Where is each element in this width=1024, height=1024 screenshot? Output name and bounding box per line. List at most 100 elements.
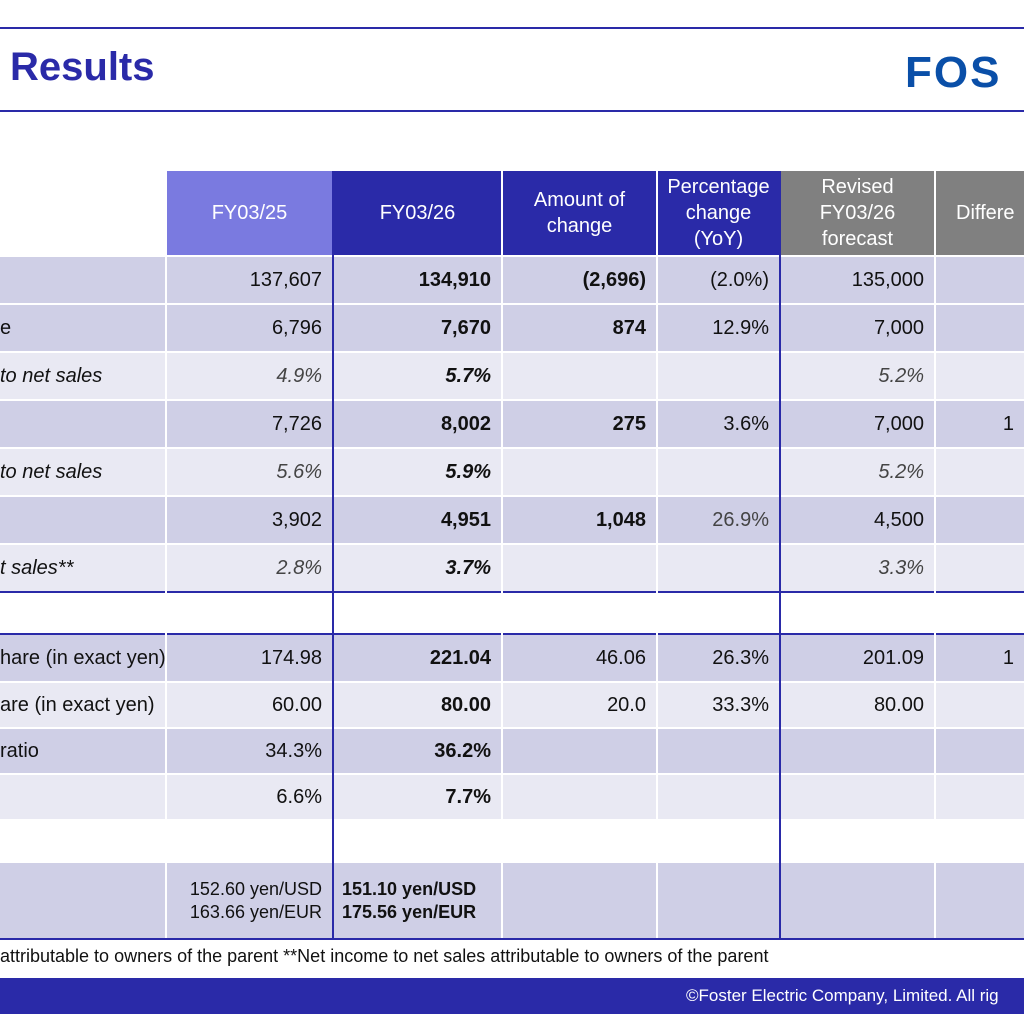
cell-fy25: 174.98 (260, 646, 322, 669)
cell-change: 46.06 (595, 646, 646, 669)
cell-change: (2,696) (582, 268, 646, 291)
cell-forecast: 80.00 (873, 693, 924, 716)
row-label: e (0, 316, 12, 339)
cell-fy25: 137,607 (249, 268, 322, 291)
cell-fy25: 6.6% (276, 785, 322, 808)
cell-forecast: 201.09 (862, 646, 924, 669)
cell-fy26: 7,670 (440, 316, 491, 339)
cell-forecast: 7,000 (873, 316, 924, 339)
footer-bar (0, 978, 1024, 1014)
copyright-text: ©Foster Electric Company, Limited. All r… (686, 986, 999, 1005)
cell-pct: 12.9% (712, 316, 769, 339)
cell-change: 275 (612, 412, 646, 435)
cell-forecast: 4,500 (873, 508, 924, 531)
rate-fy26-eur: 175.56 yen/EUR (342, 901, 477, 922)
cell-change (503, 449, 656, 495)
cell-diff (936, 729, 1024, 773)
row-label (0, 257, 165, 303)
cell-fy26: 36.2% (434, 739, 491, 762)
column-separator (934, 257, 936, 938)
cell-fy26: 8,002 (440, 412, 491, 435)
spacer-row (0, 593, 1024, 633)
cell-pct: (2.0%) (710, 268, 769, 291)
cell-fy26: 5.9% (445, 460, 491, 483)
cell-forecast (781, 775, 934, 819)
cell-change (503, 729, 656, 773)
row-label: ratio (0, 739, 39, 762)
table-row: 137,607 134,910 (2,696) (2.0%) 135,000 (0, 257, 1024, 303)
company-logo: FOS (905, 48, 1002, 97)
cell-forecast: 3.3% (878, 556, 924, 579)
header-top-rule (0, 27, 1024, 29)
row-label (0, 497, 165, 543)
table-row: hare (in exact yen) 174.98 221.04 46.06 … (0, 635, 1024, 681)
table-row: are (in exact yen) 60.00 80.00 20.0 33.3… (0, 683, 1024, 727)
cell-pct (658, 775, 779, 819)
exchange-rate-row: 152.60 yen/USD 163.66 yen/EUR 151.10 yen… (0, 863, 1024, 938)
cell-forecast: 7,000 (873, 412, 924, 435)
results-table: FY03/25 FY03/26 Amount of change Percent… (0, 171, 1024, 938)
cell-fy26: 4,951 (440, 508, 491, 531)
cell-diff (936, 497, 1024, 543)
spacer-row (0, 821, 1024, 861)
section-divider (0, 591, 1024, 593)
col-header-percentage-change: Percentage change (YoY) (658, 171, 779, 255)
cell-pct (658, 449, 779, 495)
rates-fy26: 151.10 yen/USD 175.56 yen/EUR (334, 863, 501, 938)
cell-forecast (781, 729, 934, 773)
cell-diff (936, 545, 1024, 591)
row-label: are (in exact yen) (0, 693, 155, 716)
table-row: 6.6% 7.7% (0, 775, 1024, 819)
table-row: to net sales 5.6% 5.9% 5.2% (0, 449, 1024, 495)
table-header-row: FY03/25 FY03/26 Amount of change Percent… (0, 171, 1024, 255)
col-header-fy2603: FY03/26 (334, 171, 501, 255)
cell-fy26: 7.7% (445, 785, 491, 808)
cell-pct: 26.3% (712, 646, 769, 669)
table-row: 3,902 4,951 1,048 26.9% 4,500 (0, 497, 1024, 543)
cell-forecast: 135,000 (851, 268, 924, 291)
cell-diff (936, 683, 1024, 727)
rate-fy26-usd: 151.10 yen/USD (342, 878, 477, 899)
cell-change (503, 545, 656, 591)
cell-fy26: 5.7% (445, 364, 491, 387)
row-label: to net sales (0, 460, 103, 483)
cell-pct: 33.3% (712, 693, 769, 716)
cell-pct (658, 729, 779, 773)
cell-forecast: 5.2% (878, 364, 924, 387)
cell-diff (936, 449, 1024, 495)
cell-diff (936, 775, 1024, 819)
cell-fy26: 221.04 (429, 646, 491, 669)
col-header-fy2503: FY03/25 (167, 171, 332, 255)
cell-fy25: 5.6% (276, 460, 322, 483)
cell-change (503, 775, 656, 819)
cell-fy25: 6,796 (271, 316, 322, 339)
table-row: t sales** 2.8% 3.7% 3.3% (0, 545, 1024, 591)
col-header-revised-forecast: Revised FY03/26 forecast (781, 171, 934, 255)
header-bottom-rule (0, 110, 1024, 112)
cell-forecast: 5.2% (878, 460, 924, 483)
rate-fy25-eur: 163.66 yen/EUR (189, 901, 322, 922)
rates-fy25: 152.60 yen/USD 163.66 yen/EUR (167, 863, 332, 938)
rate-fy25-usd: 152.60 yen/USD (189, 878, 322, 899)
footnote: attributable to owners of the parent **N… (0, 946, 769, 966)
cell-pct: 3.6% (723, 412, 769, 435)
row-label: hare (in exact yen) (0, 646, 165, 669)
row-label: t sales** (0, 556, 74, 579)
cell-fy26: 3.7% (445, 556, 491, 579)
cell-fy26: 134,910 (418, 268, 491, 291)
fy26-column-border-left (332, 171, 334, 938)
section-divider (0, 633, 1024, 635)
cell-change: 874 (612, 316, 646, 339)
cell-pct: 26.9% (712, 508, 769, 531)
cell-fy25: 34.3% (265, 739, 322, 762)
table-row: to net sales 4.9% 5.7% 5.2% (0, 353, 1024, 399)
col-header-amount-change: Amount of change (503, 171, 656, 255)
cell-pct (658, 353, 779, 399)
cell-diff (936, 257, 1024, 303)
cell-diff: 1 (1002, 412, 1014, 435)
cell-change: 20.0 (607, 693, 646, 716)
cell-pct (658, 545, 779, 591)
cell-diff: 1 (1002, 646, 1014, 669)
cell-diff (936, 353, 1024, 399)
page-title: Results (10, 45, 155, 89)
